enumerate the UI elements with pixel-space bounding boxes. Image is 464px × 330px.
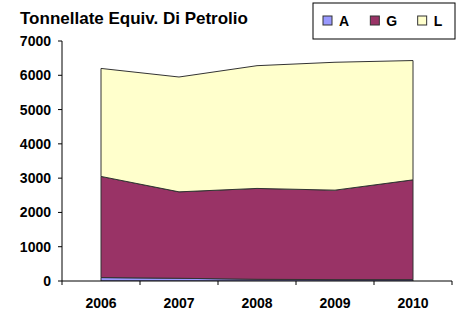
x-tick: [62, 281, 63, 285]
x-tick: [374, 281, 375, 285]
legend-label: A: [339, 13, 349, 29]
y-tick: [58, 178, 62, 179]
y-tick: [58, 75, 62, 76]
y-tick-label: 6000: [20, 67, 51, 83]
x-tick: [218, 281, 219, 285]
y-tick-label: 7000: [20, 33, 51, 49]
x-tick: [452, 281, 453, 285]
y-tick: [58, 41, 62, 42]
area-l: [101, 61, 413, 192]
y-tick: [58, 246, 62, 247]
y-tick-label: 0: [43, 273, 51, 289]
x-tick-label: 2008: [241, 295, 272, 311]
area-g: [101, 176, 413, 279]
y-tick: [58, 109, 62, 110]
y-tick-label: 3000: [20, 170, 51, 186]
x-tick-label: 2007: [163, 295, 194, 311]
x-tick: [296, 281, 297, 285]
legend-swatch: [418, 16, 427, 25]
x-tick-label: 2006: [85, 295, 116, 311]
y-tick-label: 1000: [20, 239, 51, 255]
y-axis: [62, 41, 63, 281]
y-tick-label: 5000: [20, 102, 51, 118]
legend-label: G: [386, 13, 397, 29]
y-tick: [58, 281, 62, 282]
legend-swatch: [370, 16, 379, 25]
legend-label: L: [434, 13, 443, 29]
x-axis: [62, 281, 452, 282]
y-tick-label: 4000: [20, 136, 51, 152]
legend: AGL: [313, 3, 455, 39]
y-tick-label: 2000: [20, 204, 51, 220]
x-tick-label: 2009: [319, 295, 350, 311]
legend-box: [313, 3, 455, 39]
y-tick: [58, 143, 62, 144]
chart: Tonnellate Equiv. Di Petrolio 0 1000 2000 30…: [0, 0, 464, 330]
y-tick: [58, 212, 62, 213]
legend-swatch: [323, 16, 332, 25]
x-tick-label: 2010: [397, 295, 428, 311]
areas: [101, 61, 413, 281]
x-tick: [140, 281, 141, 285]
title: Tonnellate Equiv. Di Petrolio: [20, 9, 248, 28]
